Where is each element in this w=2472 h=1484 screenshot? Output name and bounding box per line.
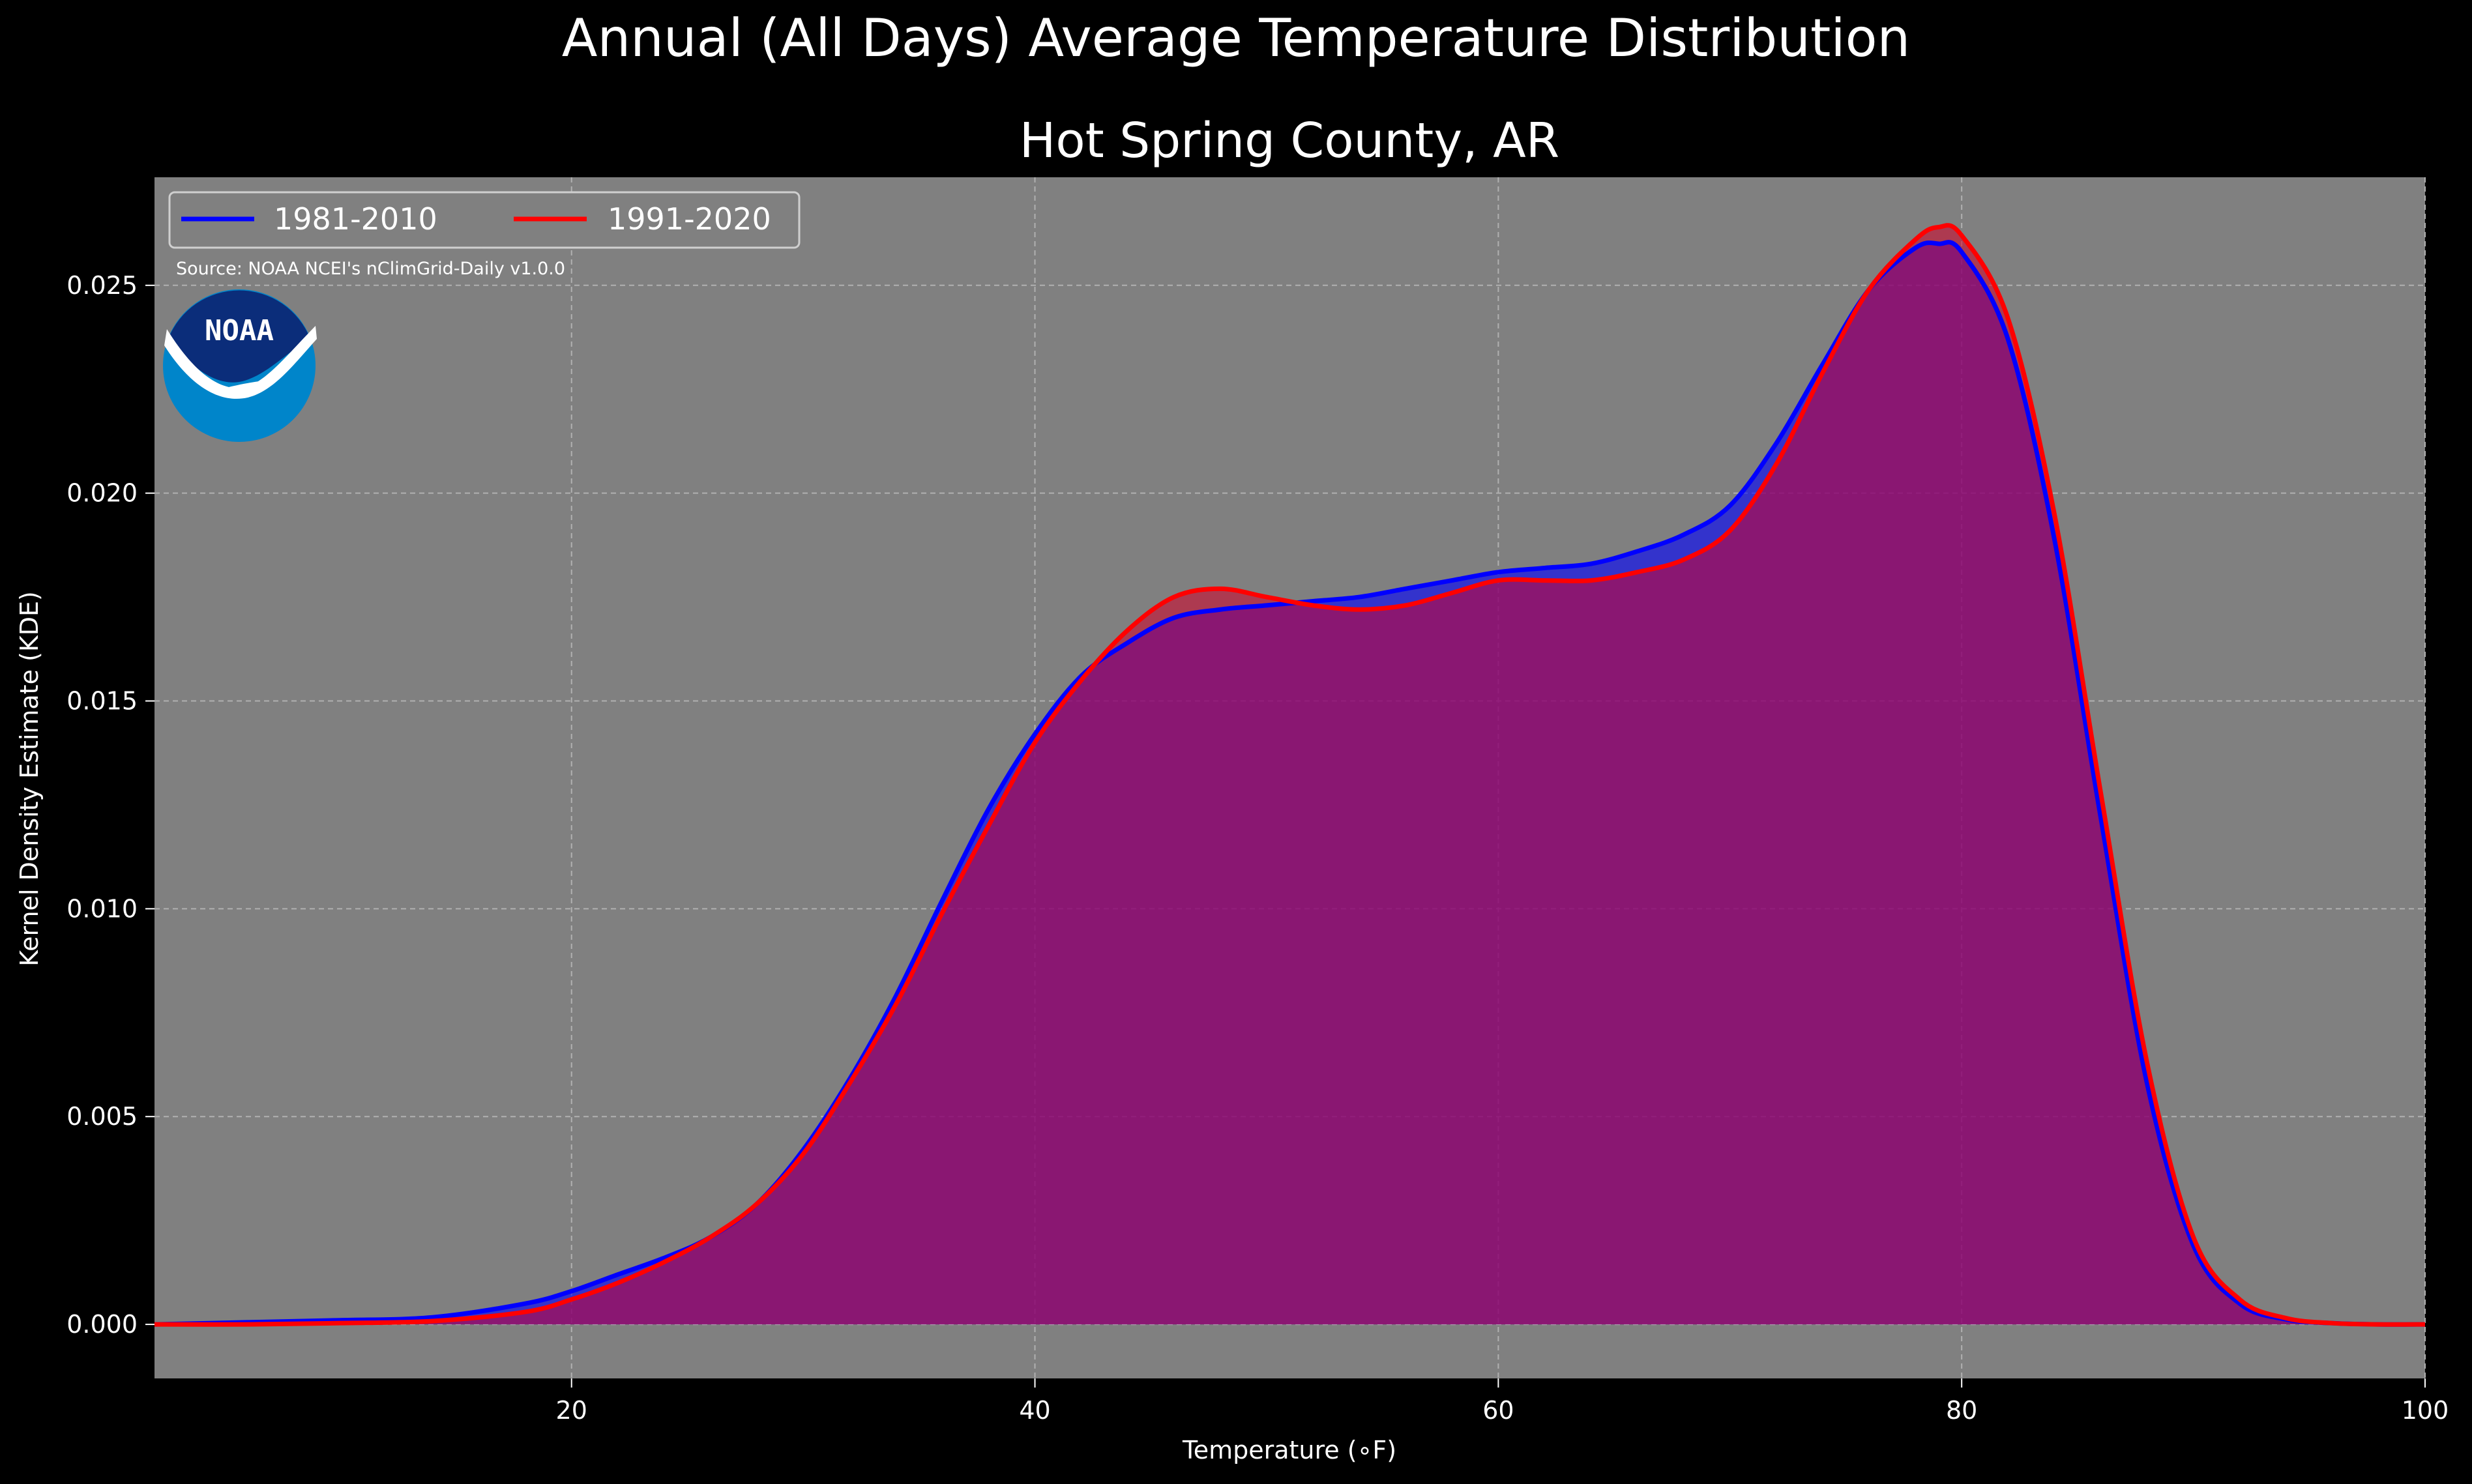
x-tick-label: 60 bbox=[1482, 1396, 1514, 1425]
legend-label-1981-2010: 1981-2010 bbox=[274, 201, 437, 237]
series-fill-1991-2020 bbox=[154, 225, 2425, 1325]
chart-subtitle: Hot Spring County, AR bbox=[1020, 113, 1559, 169]
y-tick-label: 0.015 bbox=[66, 687, 138, 716]
y-tick-label: 0.005 bbox=[66, 1102, 138, 1131]
legend: 1981-2010 1991-2020 bbox=[168, 191, 801, 249]
series-lines bbox=[154, 223, 2426, 1327]
legend-box bbox=[168, 191, 801, 249]
y-axis-label: Kernel Density Estimate (KDE) bbox=[15, 591, 44, 967]
y-tick-label: 0.010 bbox=[66, 894, 138, 923]
y-tick-label: 0.000 bbox=[66, 1310, 138, 1339]
noaa-logo: NOAA bbox=[163, 289, 317, 442]
y-tick-label: 0.025 bbox=[66, 271, 138, 300]
logo-gull-wing bbox=[164, 326, 317, 399]
source-note: Source: NOAA NCEI's nClimGrid-Daily v1.0… bbox=[176, 259, 565, 279]
series-line-1991-2020 bbox=[154, 223, 2426, 1327]
logo-text: NOAA bbox=[205, 314, 274, 347]
logo-dark-band bbox=[168, 290, 310, 383]
x-tick-label: 40 bbox=[1019, 1396, 1050, 1425]
logo-gull-body bbox=[215, 379, 274, 395]
series-fills bbox=[154, 225, 2425, 1325]
figure-title: Annual (All Days) Average Temperature Di… bbox=[561, 8, 1911, 68]
legend-label-1991-2020: 1991-2020 bbox=[608, 201, 771, 237]
x-axis: 20 40 60 80 100 bbox=[556, 1378, 2449, 1425]
x-tick-label: 20 bbox=[556, 1396, 587, 1425]
y-tick-label: 0.020 bbox=[66, 479, 138, 508]
x-tick-label: 100 bbox=[2402, 1396, 2449, 1425]
x-axis-label: Temperature (∘F) bbox=[1182, 1436, 1396, 1464]
x-tick-label: 80 bbox=[1946, 1396, 1977, 1425]
y-axis: 0.000 0.005 0.010 0.015 0.020 0.025 bbox=[66, 271, 154, 1339]
